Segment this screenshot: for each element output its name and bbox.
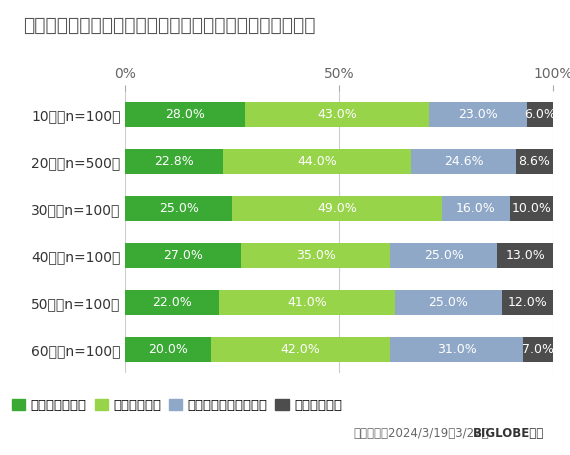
Bar	[390, 243, 497, 268]
Text: 25.0%: 25.0%	[424, 249, 464, 262]
Bar	[516, 149, 553, 174]
Bar	[241, 243, 390, 268]
Bar	[125, 149, 223, 174]
Text: 6.0%: 6.0%	[524, 108, 556, 121]
Bar	[125, 290, 219, 315]
Text: 43.0%: 43.0%	[317, 108, 357, 121]
Bar	[223, 149, 411, 174]
Bar	[125, 196, 233, 221]
Bar	[233, 196, 442, 221]
Text: BIGLOBE調べ: BIGLOBE調べ	[473, 427, 544, 440]
Text: 12.0%: 12.0%	[507, 296, 547, 309]
Bar	[219, 290, 394, 315]
Text: 35.0%: 35.0%	[296, 249, 336, 262]
Bar	[497, 243, 553, 268]
Bar	[510, 196, 553, 221]
Text: 25.0%: 25.0%	[159, 202, 199, 215]
Bar	[523, 337, 553, 362]
Text: 44.0%: 44.0%	[297, 155, 337, 168]
Text: 富の再分配が行われ、経済格差が少ない社会を期待するか: 富の再分配が行われ、経済格差が少ない社会を期待するか	[23, 16, 315, 35]
Text: 28.0%: 28.0%	[165, 108, 205, 121]
Text: 13.0%: 13.0%	[505, 249, 545, 262]
Bar	[245, 102, 429, 127]
Text: 24.6%: 24.6%	[443, 155, 483, 168]
Bar	[502, 290, 553, 315]
Text: 22.0%: 22.0%	[153, 296, 192, 309]
Text: 42.0%: 42.0%	[281, 343, 320, 356]
Bar	[411, 149, 516, 174]
Text: 22.8%: 22.8%	[154, 155, 194, 168]
Legend: とてもそう思う, ややそう思う, あまりそうは思わない, そう思わない: とてもそう思う, ややそう思う, あまりそうは思わない, そう思わない	[13, 399, 342, 413]
Text: 25.0%: 25.0%	[428, 296, 468, 309]
Bar	[527, 102, 553, 127]
Bar	[125, 243, 241, 268]
Text: 49.0%: 49.0%	[317, 202, 357, 215]
Bar	[390, 337, 523, 362]
Bar	[429, 102, 527, 127]
Bar	[442, 196, 510, 221]
Text: 調査期間：2024/3/19～3/22: 調査期間：2024/3/19～3/22	[353, 427, 489, 440]
Text: 27.0%: 27.0%	[163, 249, 203, 262]
Bar	[125, 102, 245, 127]
Text: 16.0%: 16.0%	[456, 202, 496, 215]
Text: 31.0%: 31.0%	[437, 343, 477, 356]
Text: 10.0%: 10.0%	[512, 202, 551, 215]
Bar	[211, 337, 390, 362]
Text: 8.6%: 8.6%	[519, 155, 551, 168]
Text: 20.0%: 20.0%	[148, 343, 188, 356]
Text: 23.0%: 23.0%	[458, 108, 498, 121]
Text: 7.0%: 7.0%	[522, 343, 554, 356]
Text: 41.0%: 41.0%	[287, 296, 327, 309]
Bar	[125, 337, 211, 362]
Bar	[394, 290, 502, 315]
